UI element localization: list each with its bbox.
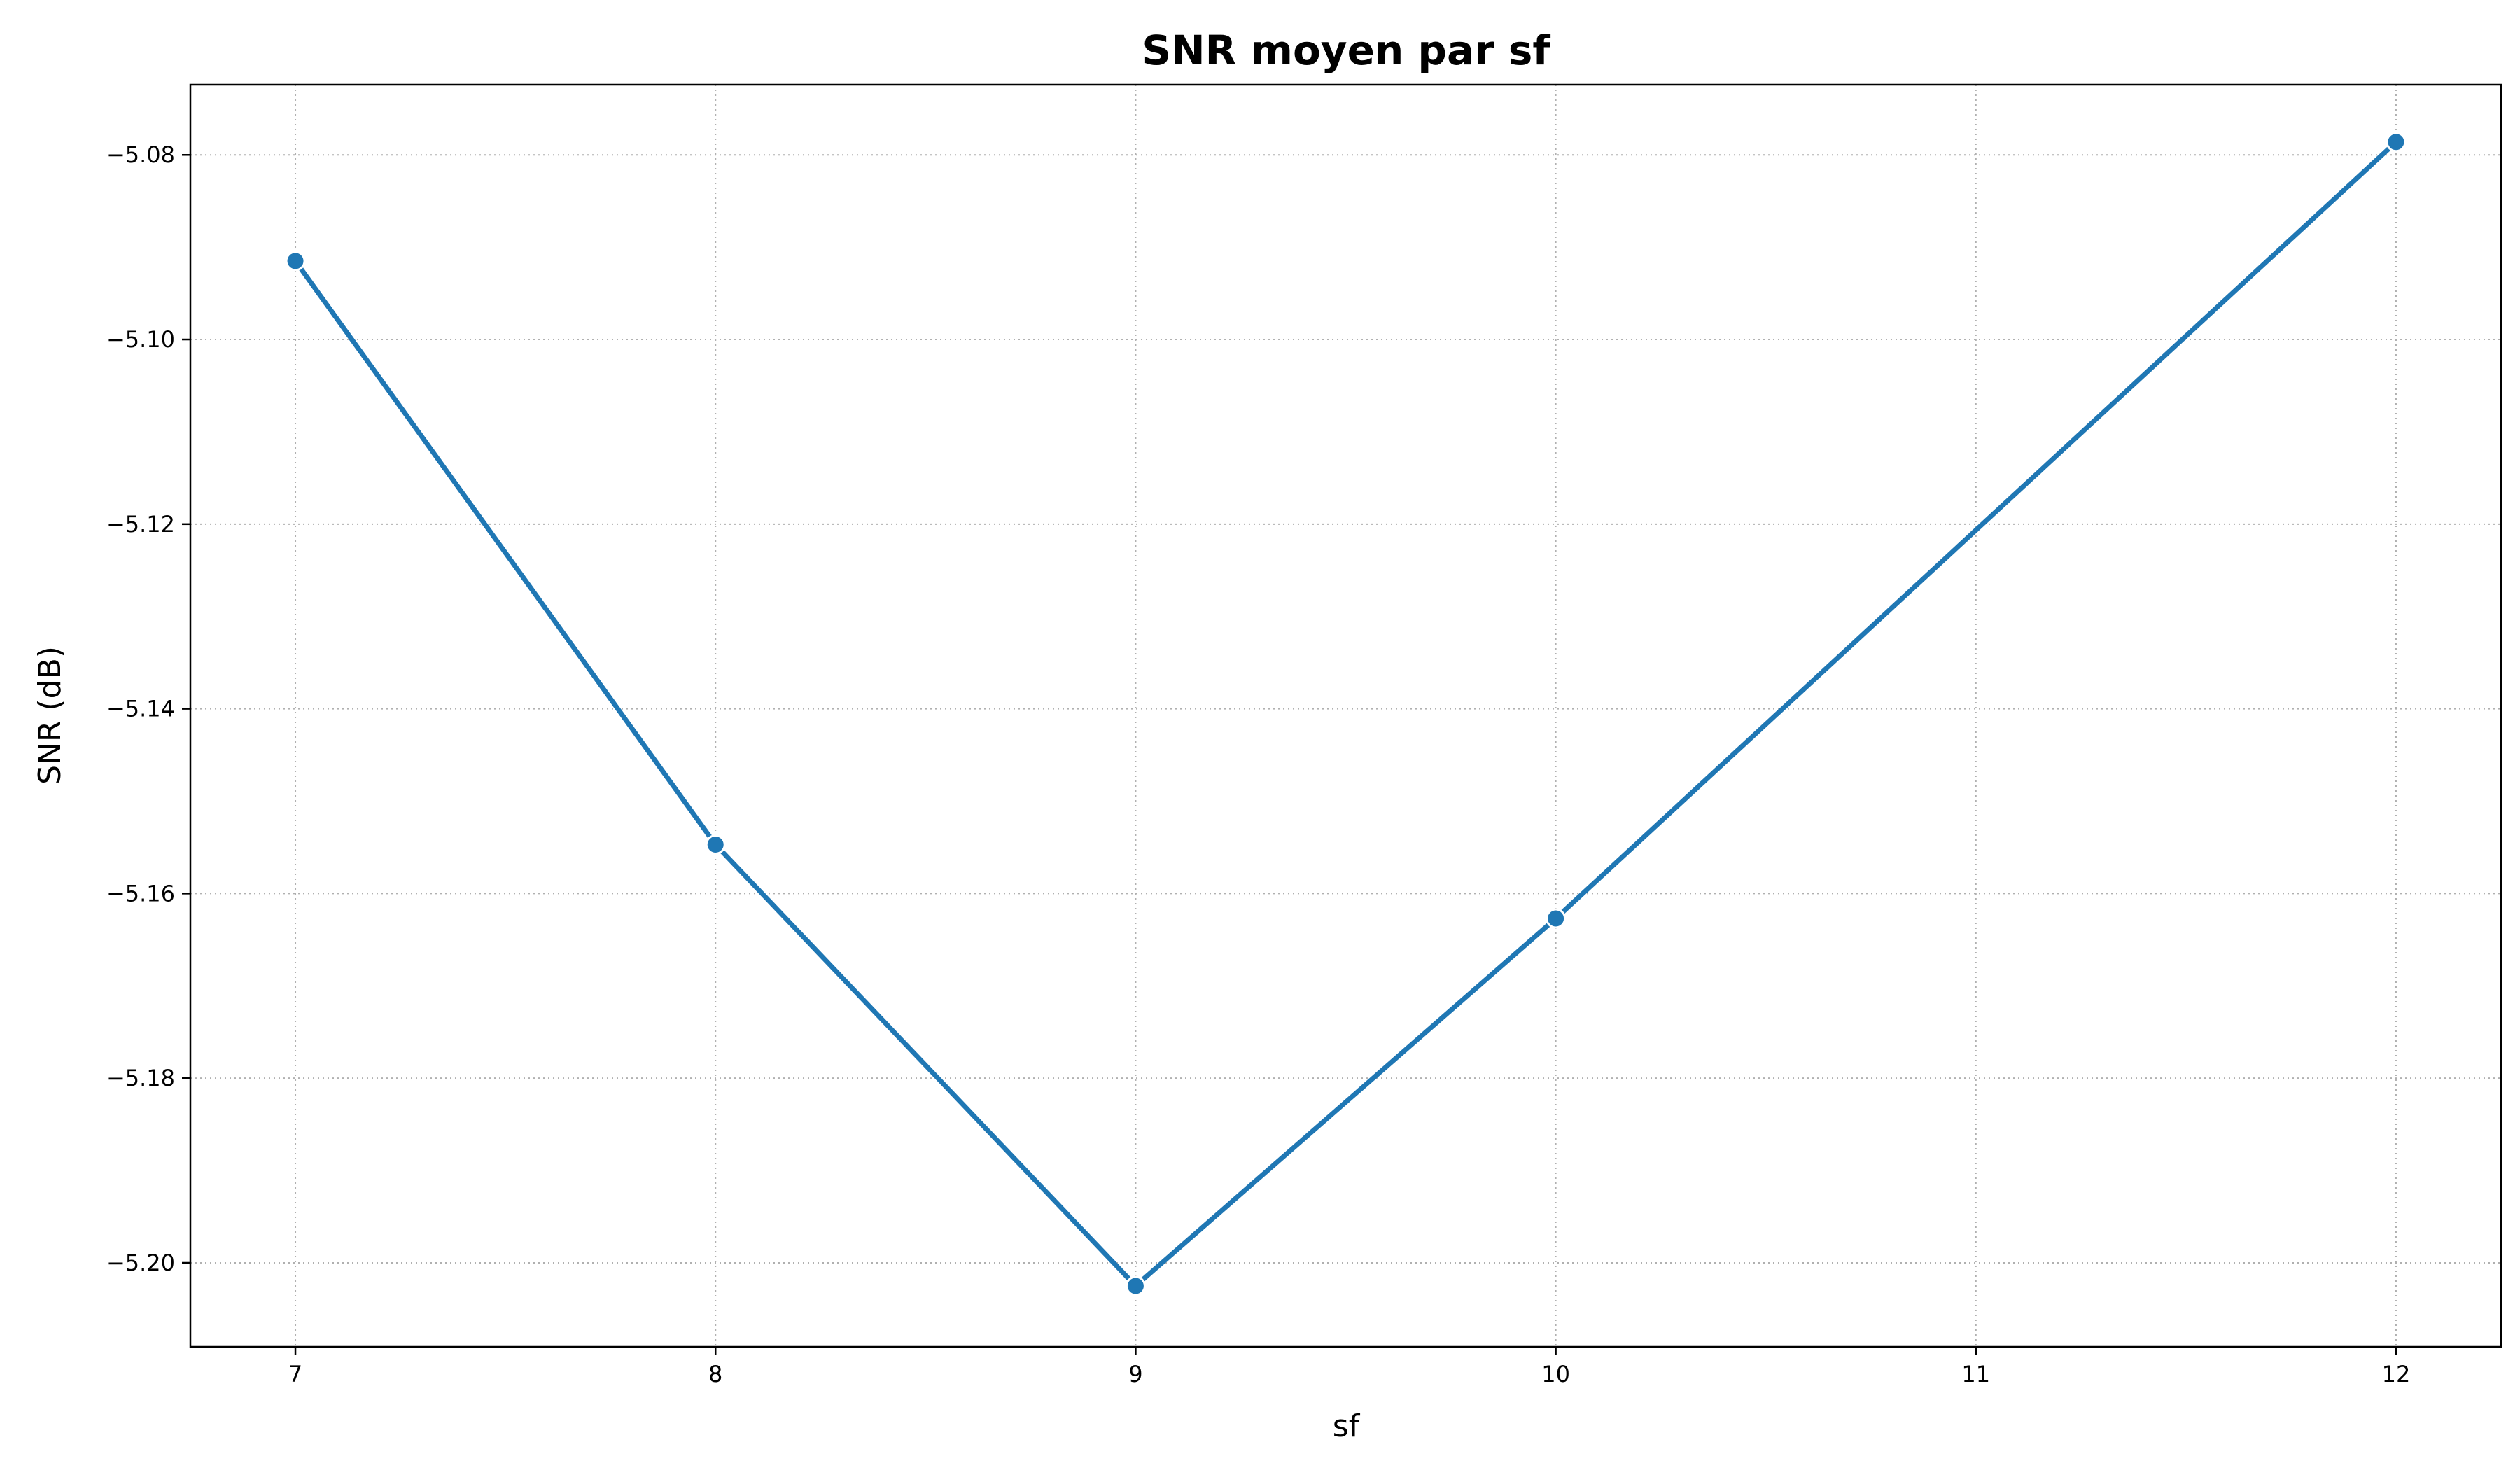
chart-title: SNR moyen par sf — [1142, 27, 1550, 74]
x-tick-label: 8 — [708, 1361, 722, 1387]
x-tick-label: 7 — [288, 1361, 302, 1387]
data-point-marker — [2386, 132, 2407, 153]
x-tick-label: 11 — [1961, 1361, 1990, 1387]
plot-background — [190, 85, 2501, 1347]
x-tick-label: 10 — [1541, 1361, 1570, 1387]
series-layer — [285, 132, 2407, 1296]
x-tick-label: 12 — [2382, 1361, 2411, 1387]
plot-frame — [189, 83, 2502, 1348]
y-axis-ticks: −5.08 −5.10 −5.12 −5.14 −5.16 −5.18 −5.20 — [106, 141, 190, 1276]
y-tick-label: −5.16 — [106, 880, 175, 906]
x-axis-title: sf — [1333, 1408, 1361, 1444]
data-point-marker — [285, 251, 306, 272]
y-tick-label: −5.12 — [106, 511, 175, 538]
y-tick-label: −5.10 — [106, 326, 175, 353]
data-point-marker — [1546, 908, 1567, 929]
y-axis-title: SNR (dB) — [32, 646, 68, 785]
x-axis-ticks: 7 8 9 10 11 12 — [288, 1347, 2410, 1387]
x-tick-label: 9 — [1128, 1361, 1142, 1387]
data-point-marker — [1125, 1275, 1146, 1296]
y-tick-label: −5.20 — [106, 1250, 175, 1276]
data-point-marker — [705, 834, 726, 855]
y-tick-label: −5.18 — [106, 1065, 175, 1091]
y-tick-label: −5.14 — [106, 696, 175, 722]
plot-area — [189, 83, 2502, 1348]
y-tick-label: −5.08 — [106, 141, 175, 168]
